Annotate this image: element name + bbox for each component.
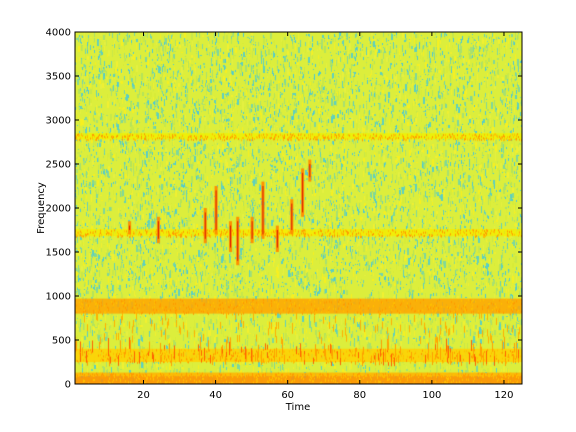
y-tick-label: 3500 [46,72,71,83]
y-tick-label: 0 [65,380,71,391]
x-axis-label: Time [285,402,310,413]
y-tick-label: 2000 [46,204,71,215]
x-axis-ticks: 20 40 60 80 100 120 [137,390,513,401]
y-tick-label: 3000 [46,116,71,127]
x-tick-label: 80 [353,390,366,401]
x-tick-label: 60 [281,390,294,401]
y-tick-label: 4000 [46,28,71,39]
x-tick-label: 20 [137,390,150,401]
y-tick-label: 1000 [46,292,71,303]
y-tick-label: 1500 [46,248,71,259]
x-tick-label: 40 [209,390,222,401]
y-tick-label: 2500 [46,160,71,171]
y-axis-label: Frequency [36,182,47,234]
x-tick-label: 100 [422,390,441,401]
x-tick-label: 120 [494,390,513,401]
y-tick-label: 500 [52,336,71,347]
y-axis-ticks: 0 500 1000 1500 2000 2500 3000 3500 4000 [46,28,71,391]
spectrogram-heatmap [75,32,522,384]
